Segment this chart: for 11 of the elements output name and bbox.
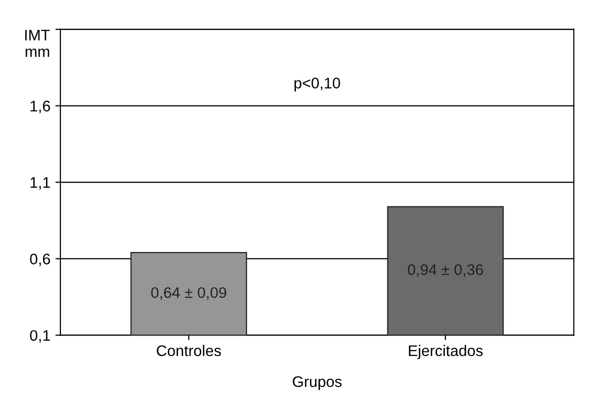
x-tick-label: Controles: [156, 344, 221, 356]
x-tick-label: Ejercitados: [408, 344, 483, 360]
y-axis-title: IMT mm: [25, 30, 50, 57]
data-label: 0,94 ± 0,36: [408, 264, 483, 277]
annotation: p<0,10: [294, 78, 340, 92]
y-tick-label: 1,6: [30, 100, 50, 114]
y-tick-label: 0,1: [30, 330, 50, 343]
x-axis-title: Grupos: [292, 376, 342, 390]
y-tick-label: 0,6: [30, 254, 50, 266]
y-tick-label: 1,1: [30, 177, 50, 190]
data-label: 0,64 ± 0,09: [151, 287, 226, 300]
